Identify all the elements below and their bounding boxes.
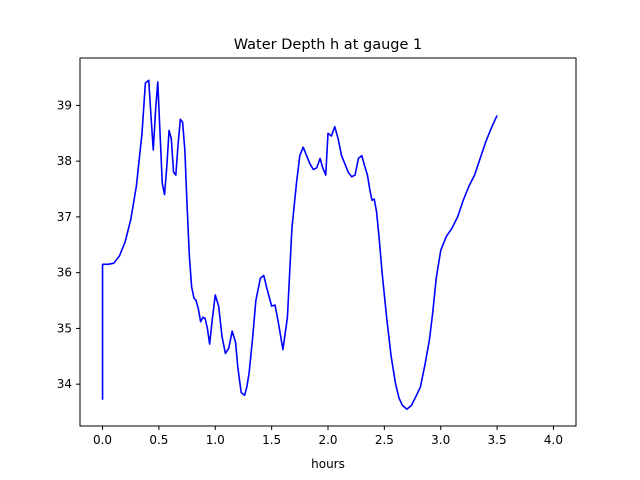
x-axis-ticks: 0.0 0.5 1.0 1.5 2.0 2.5 3.0 3.5 4.0 — [93, 426, 563, 447]
x-tick-label: 3.0 — [431, 433, 450, 447]
y-tick-label: 38 — [57, 154, 72, 168]
y-tick-label: 39 — [57, 98, 72, 112]
y-tick-label: 36 — [57, 266, 72, 280]
x-tick-label: 0.5 — [149, 433, 168, 447]
x-tick-label: 0.0 — [93, 433, 112, 447]
plot-area-frame — [79, 57, 577, 427]
chart-title: Water Depth h at gauge 1 — [234, 37, 422, 53]
y-tick-label: 35 — [57, 321, 72, 335]
x-tick-label: 4.0 — [544, 433, 563, 447]
y-tick-label: 34 — [57, 377, 72, 391]
y-tick-label: 37 — [57, 210, 72, 224]
x-tick-label: 1.5 — [262, 433, 281, 447]
x-axis-label: hours — [311, 457, 345, 471]
x-tick-label: 2.5 — [375, 433, 394, 447]
x-tick-label: 3.5 — [488, 433, 507, 447]
series-line-water-depth — [101, 79, 498, 411]
x-tick-label: 2.0 — [318, 433, 337, 447]
y-axis-ticks: 34 35 36 37 38 39 — [57, 98, 80, 391]
x-tick-label: 1.0 — [206, 433, 225, 447]
